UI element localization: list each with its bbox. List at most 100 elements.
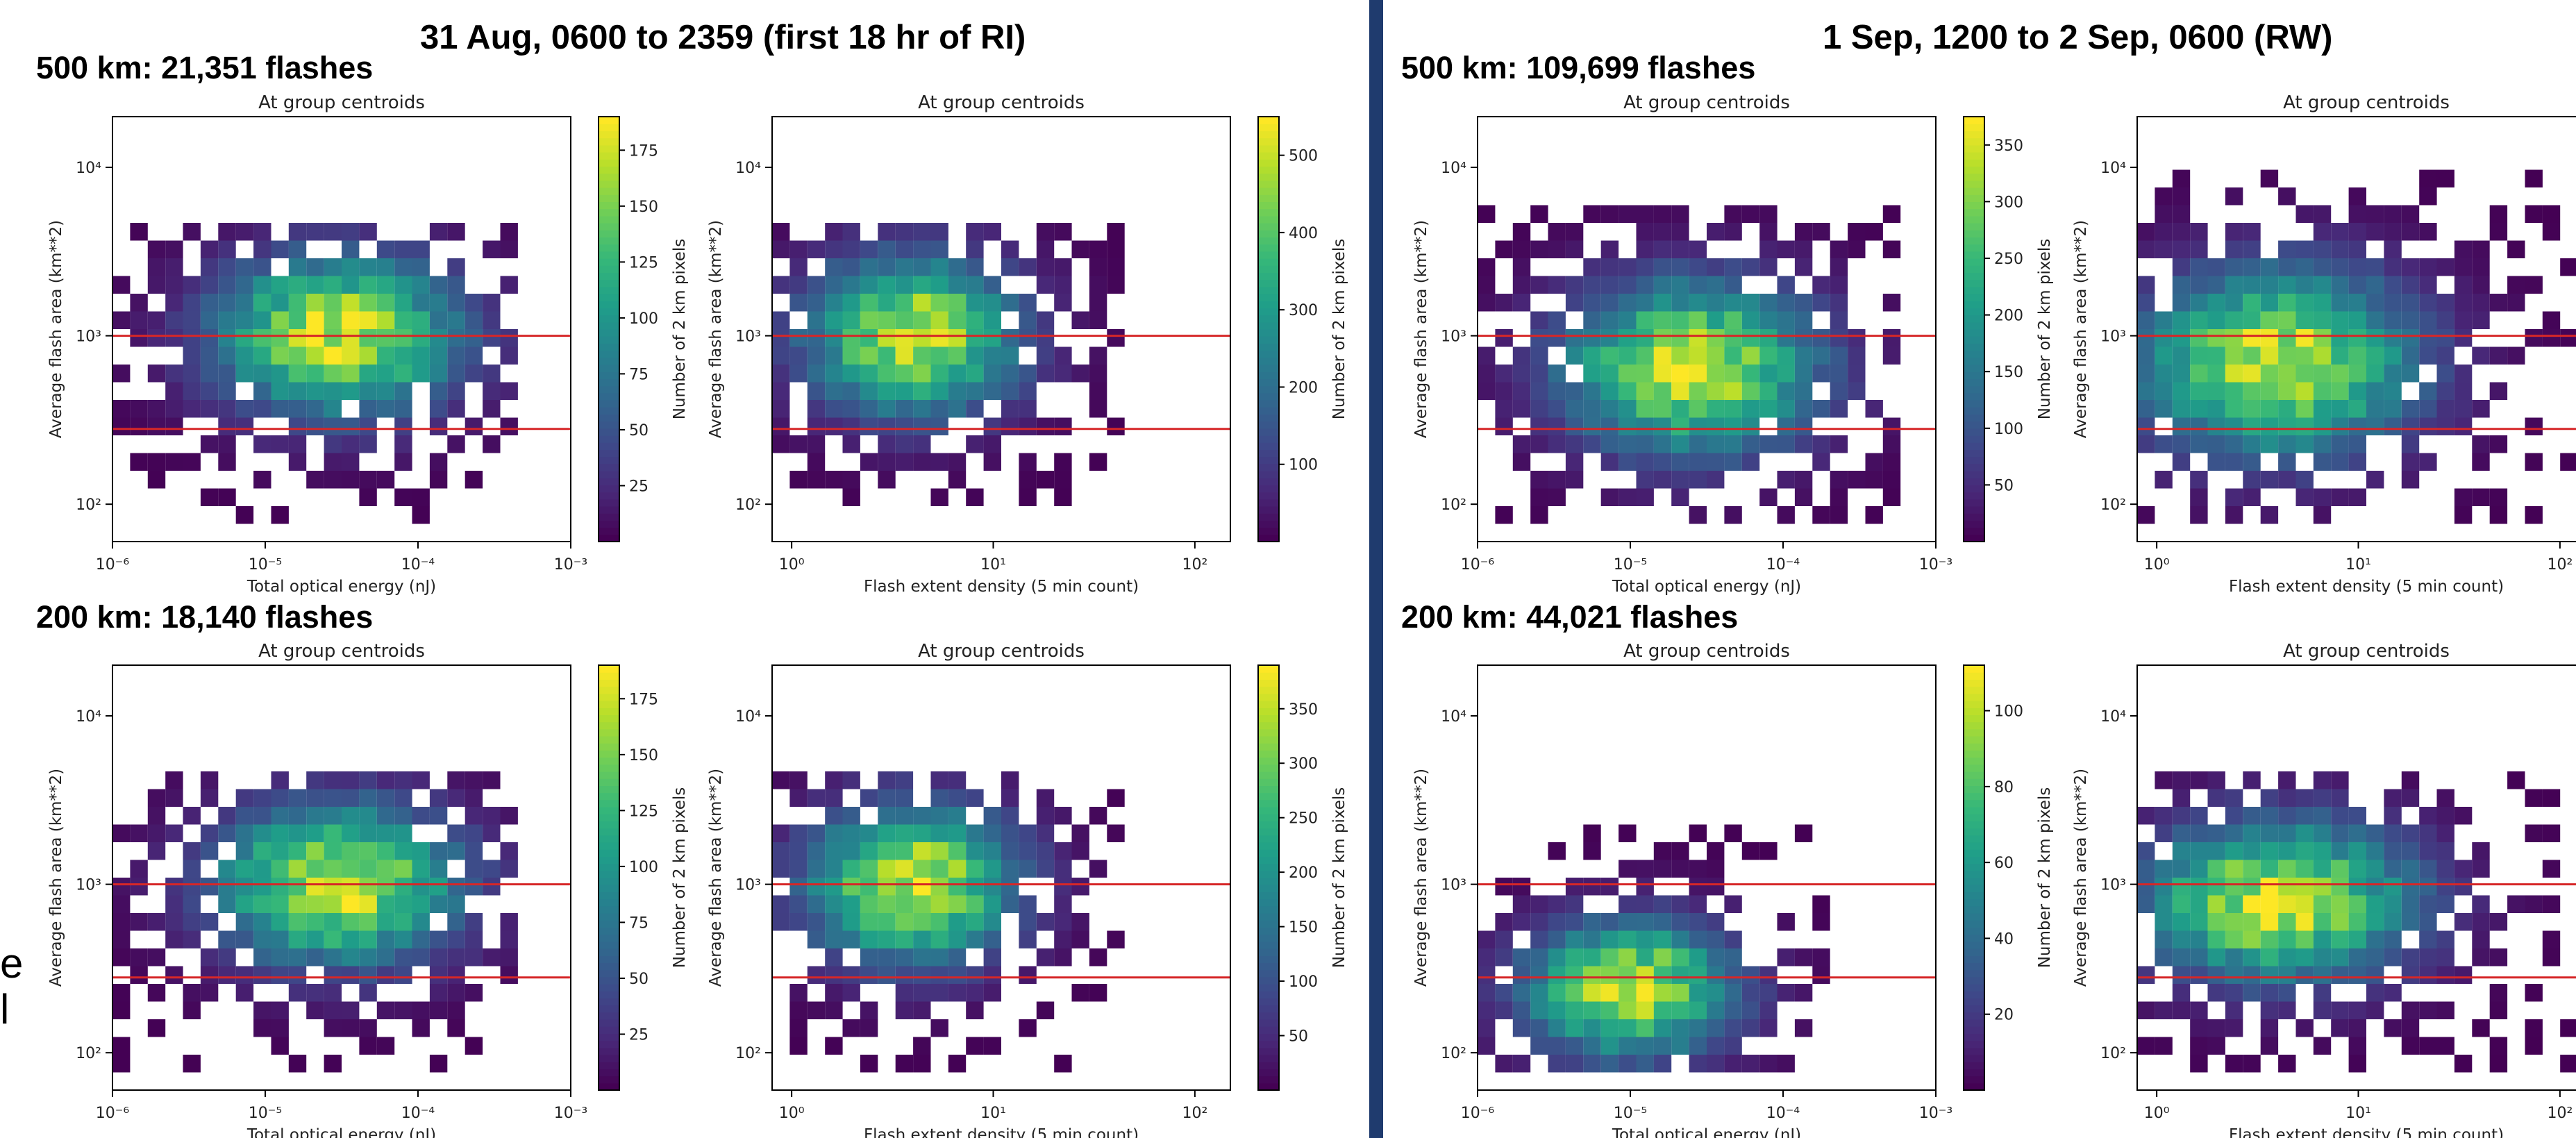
heatmap-cell — [271, 329, 289, 347]
colorbar-segment — [1258, 927, 1279, 935]
heatmap-cell — [1724, 435, 1742, 453]
heatmap-cell — [2137, 365, 2155, 383]
heatmap-cell — [1600, 984, 1619, 1002]
heatmap-cell — [218, 930, 236, 948]
heatmap-cell — [2155, 895, 2173, 913]
heatmap-cell — [1019, 471, 1037, 489]
heatmap-cell — [288, 966, 307, 984]
heatmap-cell — [1054, 913, 1072, 931]
heatmap-cell — [465, 948, 483, 967]
heatmap-cell — [966, 860, 984, 878]
heatmap-cell — [2507, 294, 2525, 312]
heatmap-cell — [1583, 1001, 1601, 1019]
heatmap-cell — [2295, 807, 2314, 825]
heatmap-cell — [218, 807, 236, 825]
heatmap-cell — [147, 417, 166, 435]
heatmap-cell — [1548, 311, 1566, 329]
heatmap-cell — [825, 365, 843, 383]
heatmap-cell — [376, 240, 395, 258]
heatmap-cell — [2172, 417, 2191, 435]
heatmap-cell — [2295, 913, 2314, 931]
heatmap-cell — [2348, 878, 2366, 896]
heatmap-cell — [288, 948, 307, 967]
heatmap-cell — [1619, 895, 1637, 913]
colorbar-frame — [1963, 664, 1985, 1091]
heatmap-cell — [1565, 417, 1584, 435]
heatmap-cell — [1636, 930, 1654, 948]
heatmap-cell — [913, 1001, 931, 1019]
heatmap-cell — [2436, 1037, 2454, 1055]
heatmap-cell — [147, 948, 166, 967]
colorbar-segment — [1964, 173, 1984, 181]
heatmap-cell — [447, 895, 465, 913]
heatmap-cell — [147, 240, 166, 258]
heatmap-cell — [1495, 329, 1513, 347]
heatmap-cell — [183, 930, 201, 948]
heatmap-cell — [2366, 382, 2384, 400]
heatmap-cell — [2137, 1037, 2155, 1055]
heatmap-cell — [1512, 878, 1531, 896]
heatmap-cell — [235, 966, 254, 984]
heatmap-cell — [825, 329, 843, 347]
colorbar — [599, 117, 619, 542]
heatmap-cell — [930, 1019, 948, 1037]
heatmap-cell — [271, 276, 289, 294]
colorbar-segment — [1964, 728, 1984, 737]
colorbar — [1964, 117, 1984, 542]
heatmap-cell — [789, 365, 808, 383]
heatmap-cell — [2489, 223, 2508, 241]
heatmap-cell — [271, 807, 289, 825]
heatmap-cell — [306, 930, 324, 948]
heatmap-cell — [2348, 294, 2366, 312]
heatmap-cell — [394, 878, 412, 896]
heatmap-cell — [2190, 930, 2208, 948]
heatmap-cell — [1653, 453, 1672, 471]
colorbar-segment — [1964, 842, 1984, 850]
heatmap-cell — [483, 435, 501, 453]
heatmap-cell — [2137, 895, 2155, 913]
plot-frame — [771, 116, 1231, 542]
heatmap-cell — [359, 311, 377, 329]
heatmap-cell — [2243, 1055, 2261, 1073]
heatmap-cell — [2172, 1001, 2191, 1019]
heatmap-cell — [447, 400, 465, 418]
colorbar-segment — [1258, 279, 1279, 287]
heatmap-cell — [2190, 417, 2208, 435]
heatmap-cell — [1653, 1019, 1672, 1037]
heatmap-cell — [807, 471, 826, 489]
heatmap-cell — [306, 824, 324, 842]
heatmap-cell — [1724, 346, 1742, 365]
heatmap-cell — [1600, 258, 1619, 276]
heatmap-cell — [465, 365, 483, 383]
heatmap-cell — [2472, 276, 2490, 294]
heatmap-cell — [324, 311, 342, 329]
heatmap-cell — [2366, 294, 2384, 312]
heatmap-cell — [2384, 807, 2402, 825]
heatmap-cell — [1054, 842, 1072, 860]
colorbar-segment — [1258, 506, 1279, 514]
heatmap-cell — [2190, 346, 2208, 365]
heatmap-cell — [772, 346, 790, 365]
heatmap-cell — [2243, 329, 2261, 347]
heatmap-cell — [1600, 435, 1619, 453]
colorbar-segment — [1258, 463, 1279, 471]
y-tick-label: 10³ — [1441, 877, 1466, 894]
heatmap-cell — [394, 400, 412, 418]
colorbar-segment — [1964, 385, 1984, 394]
colorbar-segment — [1964, 686, 1984, 694]
colorbar-segment — [599, 294, 619, 301]
heatmap-cell — [1495, 1001, 1513, 1019]
heatmap-cell — [2331, 842, 2349, 860]
heatmap-cell — [271, 240, 289, 258]
heatmap-cell — [825, 913, 843, 931]
heatmap-cell — [2401, 205, 2420, 223]
heatmap-cell — [807, 346, 826, 365]
heatmap-cell — [948, 365, 967, 383]
heatmap-cell — [930, 913, 948, 931]
heatmap-cell — [324, 258, 342, 276]
colorbar-tick-label: 125 — [629, 803, 658, 820]
colorbar-segment — [599, 771, 619, 779]
colorbar-segment — [1964, 1076, 1984, 1084]
heatmap-cell — [930, 860, 948, 878]
heatmap-cell — [1036, 365, 1055, 383]
